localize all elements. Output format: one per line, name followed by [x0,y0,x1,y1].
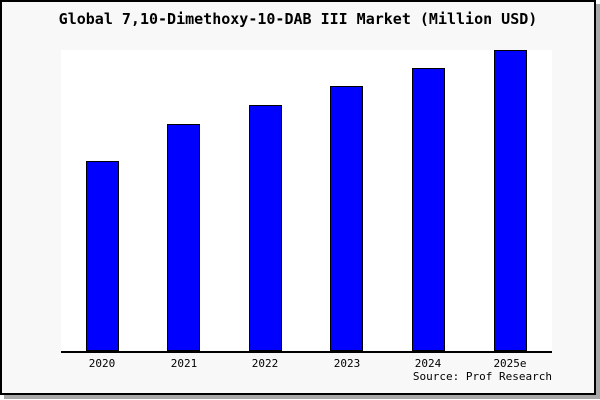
x-tick-label-2020: 2020 [88,357,116,370]
bar-2023 [330,86,363,351]
bar-2020 [86,161,119,351]
x-tick-label-2021: 2021 [170,357,198,370]
x-tick-label-2025e: 2025e [493,357,527,370]
x-axis-tick-row: 2020 2021 2022 2023 2024 2025e [61,357,552,373]
chart-title: Global 7,10-Dimethoxy-10-DAB III Market … [58,10,538,28]
bar-2021 [167,124,200,351]
bar-2024 [412,68,445,351]
x-tick-label-2024: 2024 [414,357,442,370]
bar-2025e [494,50,527,351]
x-tick-label-2022: 2022 [251,357,279,370]
x-tick-label-2023: 2023 [333,357,361,370]
source-credit: Source: Prof Research [412,370,552,383]
bar-2022 [249,105,282,351]
plot-area [61,50,552,353]
